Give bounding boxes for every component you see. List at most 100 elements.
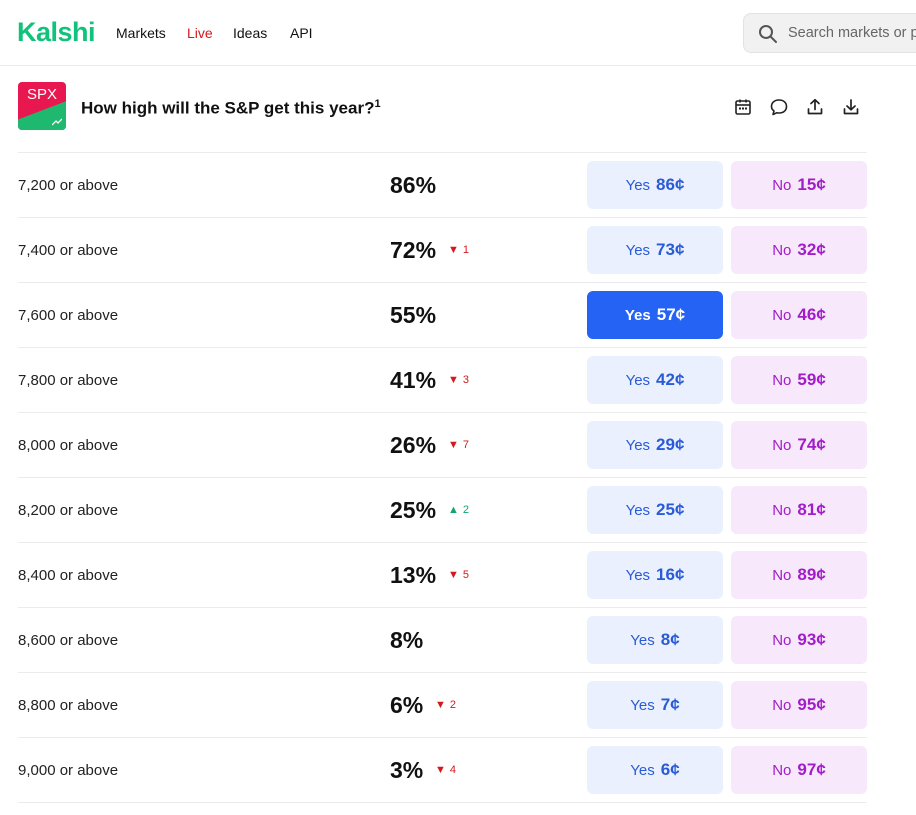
arrow-down-icon: ▼ (435, 764, 446, 776)
no-label: No (772, 242, 792, 259)
outcome-label: 9,000 or above (18, 762, 119, 779)
chance-change-value: 5 (462, 569, 470, 581)
chance-change: ▼ 7 (448, 439, 469, 451)
outcome-label: 8,800 or above (18, 697, 119, 714)
buy-yes-button[interactable]: Yes 42¢ (587, 356, 723, 404)
chance-change-value: 2 (462, 504, 470, 516)
outcome-row[interactable]: 8,200 or above 25% ▲ 2 Yes 25¢ No 81¢ (18, 478, 867, 543)
buy-no-button[interactable]: No 74¢ (731, 421, 867, 469)
chance-change: ▼ 5 (448, 569, 469, 581)
outcome-chance: 13% (390, 562, 437, 588)
outcome-row[interactable]: 8,800 or above 6% ▼ 2 Yes 7¢ No 95¢ (18, 673, 867, 738)
search-input[interactable] (788, 23, 916, 43)
outcome-label: 8,200 or above (18, 502, 119, 519)
arrow-down-icon: ▼ (448, 439, 459, 451)
market-icon: SPX (18, 82, 66, 130)
no-label: No (772, 567, 792, 584)
yes-label: Yes (624, 307, 651, 324)
yes-price: 42¢ (656, 370, 685, 389)
buy-yes-button[interactable]: Yes 57¢ (587, 291, 723, 339)
no-price: 15¢ (797, 175, 826, 194)
outcome-row[interactable]: 9,000 or above 3% ▼ 4 Yes 6¢ No 97¢ (18, 738, 867, 803)
buy-no-button[interactable]: No 15¢ (731, 161, 867, 209)
download-icon[interactable] (841, 97, 861, 117)
kalshi-logo[interactable]: Kalshi (17, 17, 96, 47)
buy-yes-button[interactable]: Yes 86¢ (587, 161, 723, 209)
yes-label: Yes (625, 372, 651, 389)
buy-no-button[interactable]: No 97¢ (731, 746, 867, 794)
buy-no-button[interactable]: No 81¢ (731, 486, 867, 534)
outcome-row[interactable]: 7,200 or above 86% Yes 86¢ No 15¢ (18, 153, 867, 218)
yes-label: Yes (625, 242, 651, 259)
market-title: How high will the S&P get this year?1 (81, 98, 381, 118)
yes-price: 7¢ (660, 695, 680, 714)
yes-price: 73¢ (656, 240, 685, 259)
top-nav: Kalshi Markets Live Ideas API (0, 0, 916, 66)
no-price: 89¢ (797, 565, 826, 584)
chance-change: ▼ 2 (435, 699, 456, 711)
chance-change: ▼ 1 (448, 244, 469, 256)
buy-yes-button[interactable]: Yes 25¢ (587, 486, 723, 534)
no-price: 93¢ (797, 630, 826, 649)
yes-label: Yes (625, 502, 651, 519)
calendar-icon[interactable] (733, 97, 753, 117)
search-box[interactable] (743, 13, 916, 53)
chance-change-value: 7 (462, 439, 470, 451)
chance-change-value: 2 (449, 699, 457, 711)
outcome-row[interactable]: 7,400 or above 72% ▼ 1 Yes 73¢ No 32¢ (18, 218, 867, 283)
footnote-marker[interactable]: 1 (374, 98, 381, 110)
chance-change: ▲ 2 (448, 504, 469, 516)
buy-yes-button[interactable]: Yes 29¢ (587, 421, 723, 469)
no-price: 81¢ (797, 500, 826, 519)
yes-price: 86¢ (656, 175, 685, 194)
buy-yes-button[interactable]: Yes 8¢ (587, 616, 723, 664)
arrow-up-icon: ▲ (448, 504, 459, 516)
arrow-down-icon: ▼ (448, 244, 459, 256)
nav-markets[interactable]: Markets (116, 25, 166, 41)
outcome-chance: 6% (390, 692, 424, 718)
chance-change-value: 4 (449, 764, 457, 776)
no-label: No (772, 372, 792, 389)
outcome-chance: 41% (390, 367, 437, 393)
buy-no-button[interactable]: No 93¢ (731, 616, 867, 664)
market-ticker: SPX (26, 86, 57, 103)
outcome-row[interactable]: 7,800 or above 41% ▼ 3 Yes 42¢ No 59¢ (18, 348, 867, 413)
trend-up-icon (52, 118, 62, 126)
outcome-chance: 3% (390, 757, 424, 783)
buy-yes-button[interactable]: Yes 6¢ (587, 746, 723, 794)
outcome-label: 8,600 or above (18, 632, 119, 649)
no-label: No (772, 697, 792, 714)
buy-yes-button[interactable]: Yes 7¢ (587, 681, 723, 729)
outcome-table: 7,200 or above 86% Yes 86¢ No 15¢ 7,400 or abo… (18, 152, 867, 803)
outcome-label: 8,000 or above (18, 437, 119, 454)
buy-no-button[interactable]: No 95¢ (731, 681, 867, 729)
comment-icon[interactable] (769, 97, 789, 117)
outcome-row[interactable]: 8,600 or above 8% Yes 8¢ No 93¢ (18, 608, 867, 673)
nav-ideas[interactable]: Ideas (233, 25, 268, 41)
yes-label: Yes (625, 567, 651, 584)
nav-live[interactable]: Live (187, 25, 213, 41)
nav-api[interactable]: API (290, 25, 313, 41)
buy-no-button[interactable]: No 46¢ (731, 291, 867, 339)
outcome-label: 7,200 or above (18, 177, 119, 194)
no-price: 46¢ (797, 305, 826, 324)
chance-change-value: 1 (462, 244, 470, 256)
outcome-label: 7,800 or above (18, 372, 119, 389)
outcome-chance: 55% (390, 302, 437, 328)
chance-change-value: 3 (462, 374, 470, 386)
buy-no-button[interactable]: No 32¢ (731, 226, 867, 274)
share-icon[interactable] (805, 97, 825, 117)
buy-yes-button[interactable]: Yes 73¢ (587, 226, 723, 274)
arrow-down-icon: ▼ (435, 699, 446, 711)
outcome-row[interactable]: 8,400 or above 13% ▼ 5 Yes 16¢ No 89¢ (18, 543, 867, 608)
buy-yes-button[interactable]: Yes 16¢ (587, 551, 723, 599)
arrow-down-icon: ▼ (448, 569, 459, 581)
outcome-label: 7,600 or above (18, 307, 119, 324)
buy-no-button[interactable]: No 89¢ (731, 551, 867, 599)
outcome-row[interactable]: 8,000 or above 26% ▼ 7 Yes 29¢ No 74¢ (18, 413, 867, 478)
arrow-down-icon: ▼ (448, 374, 459, 386)
no-price: 74¢ (797, 435, 826, 454)
outcome-row[interactable]: 7,600 or above 55% Yes 57¢ No 46¢ (18, 283, 867, 348)
no-label: No (772, 307, 792, 324)
buy-no-button[interactable]: No 59¢ (731, 356, 867, 404)
